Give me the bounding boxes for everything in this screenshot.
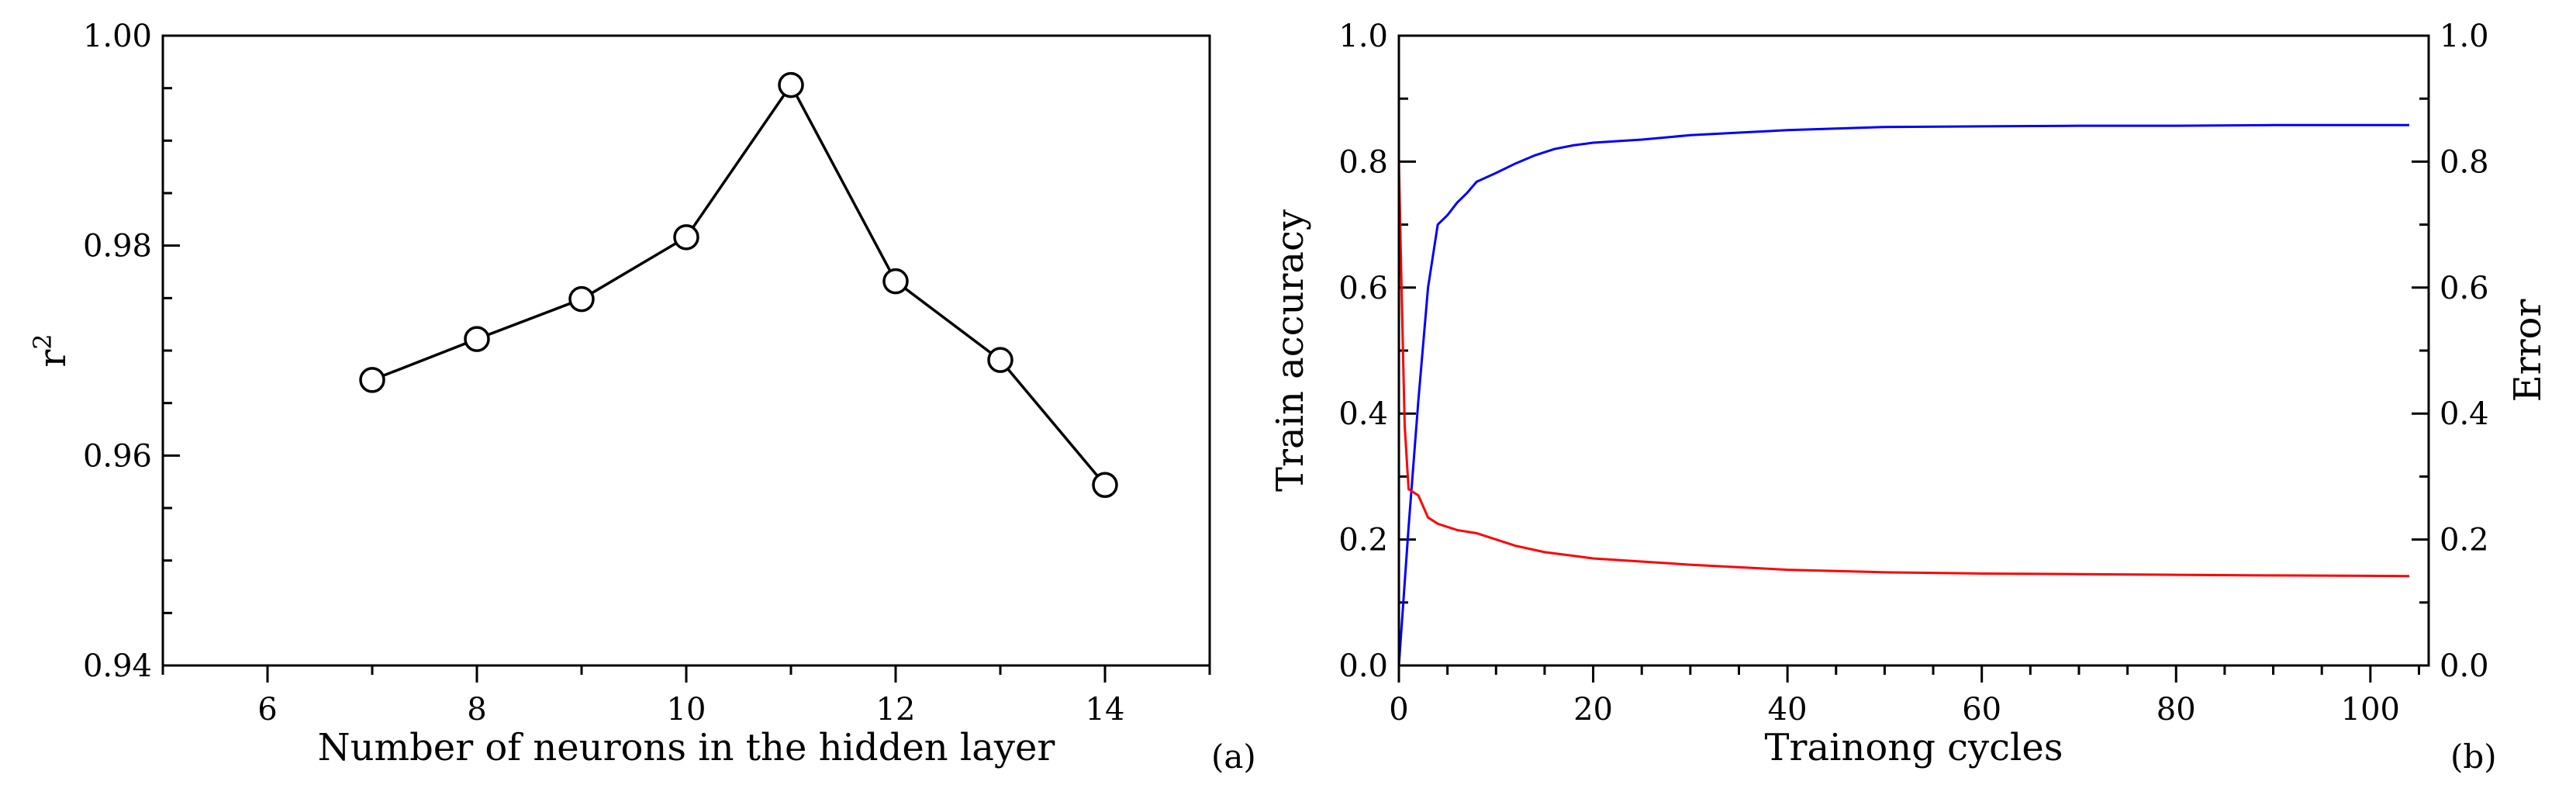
panel-a-y-ticks: 0.94 0.96 0.98 1.00 [83, 19, 180, 684]
panel-b-y2-axis-title: Error [2506, 299, 2550, 403]
y-tick-label: 0.0 [1338, 648, 1388, 684]
y2-tick-label: 0.2 [2440, 523, 2489, 558]
r2-data-point [464, 326, 490, 352]
panel-b: 0 20 40 60 80 100 0.00.20.40.60.81.0 0.00.20.… [1269, 19, 2550, 776]
x-tick-label: 40 [1768, 692, 1808, 728]
panel-a-y-axis-title-base: r [31, 350, 74, 368]
y-tick-label: 0.2 [1338, 523, 1388, 558]
r2-data-point [1092, 472, 1118, 498]
y-tick-label: 1.0 [1338, 19, 1388, 54]
y-tick-label: 0.94 [83, 648, 152, 684]
y-tick-label: 0.8 [1338, 144, 1388, 180]
r2-series-line [371, 82, 1107, 486]
panel-b-y-axis-title: Train accuracy [1269, 209, 1312, 492]
panel-a-y-axis-title: r2 [28, 334, 74, 367]
y2-tick-label: 0.8 [2440, 144, 2489, 180]
y-tick-label: 0.98 [83, 229, 152, 264]
y2-tick-label: 0.0 [2440, 648, 2489, 684]
r2-data-point [673, 224, 699, 251]
panel-a-x-axis-title: Number of neurons in the hidden layer [318, 726, 1055, 769]
panel-a-label: (a) [1211, 738, 1256, 776]
y-tick-label: 0.6 [1338, 271, 1388, 306]
y-tick-label: 0.96 [83, 438, 152, 474]
x-tick-label: 8 [467, 692, 486, 728]
panel-a-plot-frame [161, 34, 1211, 667]
panel-b-x-ticks: 0 20 40 60 80 100 [1389, 665, 2420, 728]
x-tick-label: 100 [2341, 692, 2400, 728]
r2-data-point [568, 285, 595, 313]
panel-b-series [1397, 123, 2409, 666]
y2-tick-label: 1.0 [2440, 19, 2489, 54]
x-tick-label: 14 [1086, 692, 1125, 728]
panel-a: 6 8 10 12 14 0.94 0.96 0.98 1.00 Number of neur… [28, 19, 1256, 776]
x-tick-label: 80 [2156, 692, 2196, 728]
x-tick-label: 10 [667, 692, 706, 728]
panel-b-label: (b) [2450, 738, 2497, 776]
x-tick-label: 20 [1573, 692, 1613, 728]
y2-tick-label: 0.6 [2440, 271, 2489, 306]
panel-b-plot-frame [1397, 34, 2430, 667]
panel-b-y-ticks: 0.0 0.2 0.4 0.6 0.8 1.0 [1338, 19, 1416, 684]
y-tick-label: 0.4 [1338, 396, 1388, 432]
y-tick-label: 1.00 [83, 19, 152, 54]
panel-a-y-axis-title-superscript: 2 [28, 334, 57, 349]
x-tick-label: 0 [1389, 692, 1408, 728]
r2-data-point [778, 71, 804, 99]
panel-b-y2-ticks: 0.0 0.2 0.4 0.6 0.8 1.0 [2412, 19, 2489, 684]
y2-tick-label: 0.4 [2440, 396, 2489, 432]
x-tick-label: 60 [1962, 692, 2001, 728]
r2-data-point [359, 367, 385, 393]
x-tick-label: 6 [257, 692, 277, 728]
error-series-line [1397, 161, 2409, 578]
train-accuracy-series-line [1397, 123, 2409, 666]
r2-data-point [882, 268, 909, 295]
r2-data-point [987, 347, 1013, 373]
panel-a-x-ticks: 6 8 10 12 14 [161, 665, 1211, 728]
panel-b-x-axis-title: Trainong cycles [1765, 726, 2063, 769]
panel-a-series [359, 71, 1118, 498]
x-tick-label: 12 [876, 692, 916, 728]
